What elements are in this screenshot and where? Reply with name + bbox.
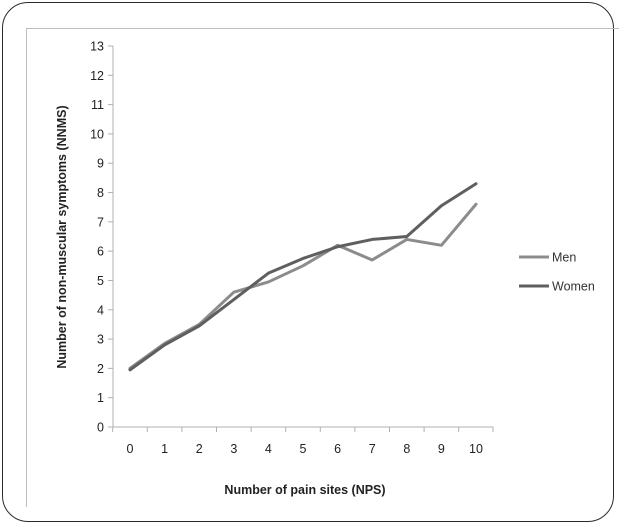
x-tick-label: 3 — [230, 442, 237, 456]
series-line-men — [128, 202, 478, 370]
chart-area-border — [26, 28, 619, 507]
y-tick-label: 7 — [97, 215, 104, 229]
y-tick-label: 10 — [90, 127, 104, 141]
axes — [112, 46, 493, 428]
x-tick-label: 1 — [161, 442, 168, 456]
x-tick-label: 6 — [334, 442, 341, 456]
x-tick-label: 10 — [469, 442, 483, 456]
y-axis-title: Number of non-muscular symptoms (NNMS) — [55, 105, 69, 368]
series-line-women — [128, 182, 478, 372]
x-tick-label: 0 — [127, 442, 134, 456]
x-tick-label: 7 — [369, 442, 376, 456]
y-tick-label: 13 — [90, 40, 104, 54]
series-lines — [128, 182, 478, 372]
y-tick-label: 0 — [97, 421, 104, 435]
y-tick-label: 11 — [91, 98, 104, 112]
y-tick-label: 5 — [97, 274, 104, 288]
x-tick-label: 8 — [403, 442, 410, 456]
legend-label-women: Women — [552, 280, 595, 294]
y-tick-label: 4 — [97, 303, 104, 317]
y-tick-label: 6 — [97, 245, 104, 259]
x-tick-label: 9 — [438, 442, 445, 456]
legend: Men Women — [519, 251, 595, 294]
y-tick-label: 12 — [90, 69, 104, 83]
x-axis-ticks: 0 1 2 3 4 5 6 7 8 9 10 — [112, 427, 494, 456]
y-tick-label: 1 — [97, 391, 104, 405]
y-tick-label: 3 — [97, 333, 104, 347]
legend-label-men: Men — [552, 251, 576, 265]
y-tick-label: 8 — [97, 186, 104, 200]
y-tick-label: 9 — [97, 157, 104, 171]
x-tick-label: 5 — [300, 442, 307, 456]
x-tick-label: 2 — [196, 442, 203, 456]
x-tick-label: 4 — [265, 442, 272, 456]
x-axis-title: Number of pain sites (NPS) — [224, 483, 385, 497]
y-tick-label: 2 — [97, 362, 104, 376]
